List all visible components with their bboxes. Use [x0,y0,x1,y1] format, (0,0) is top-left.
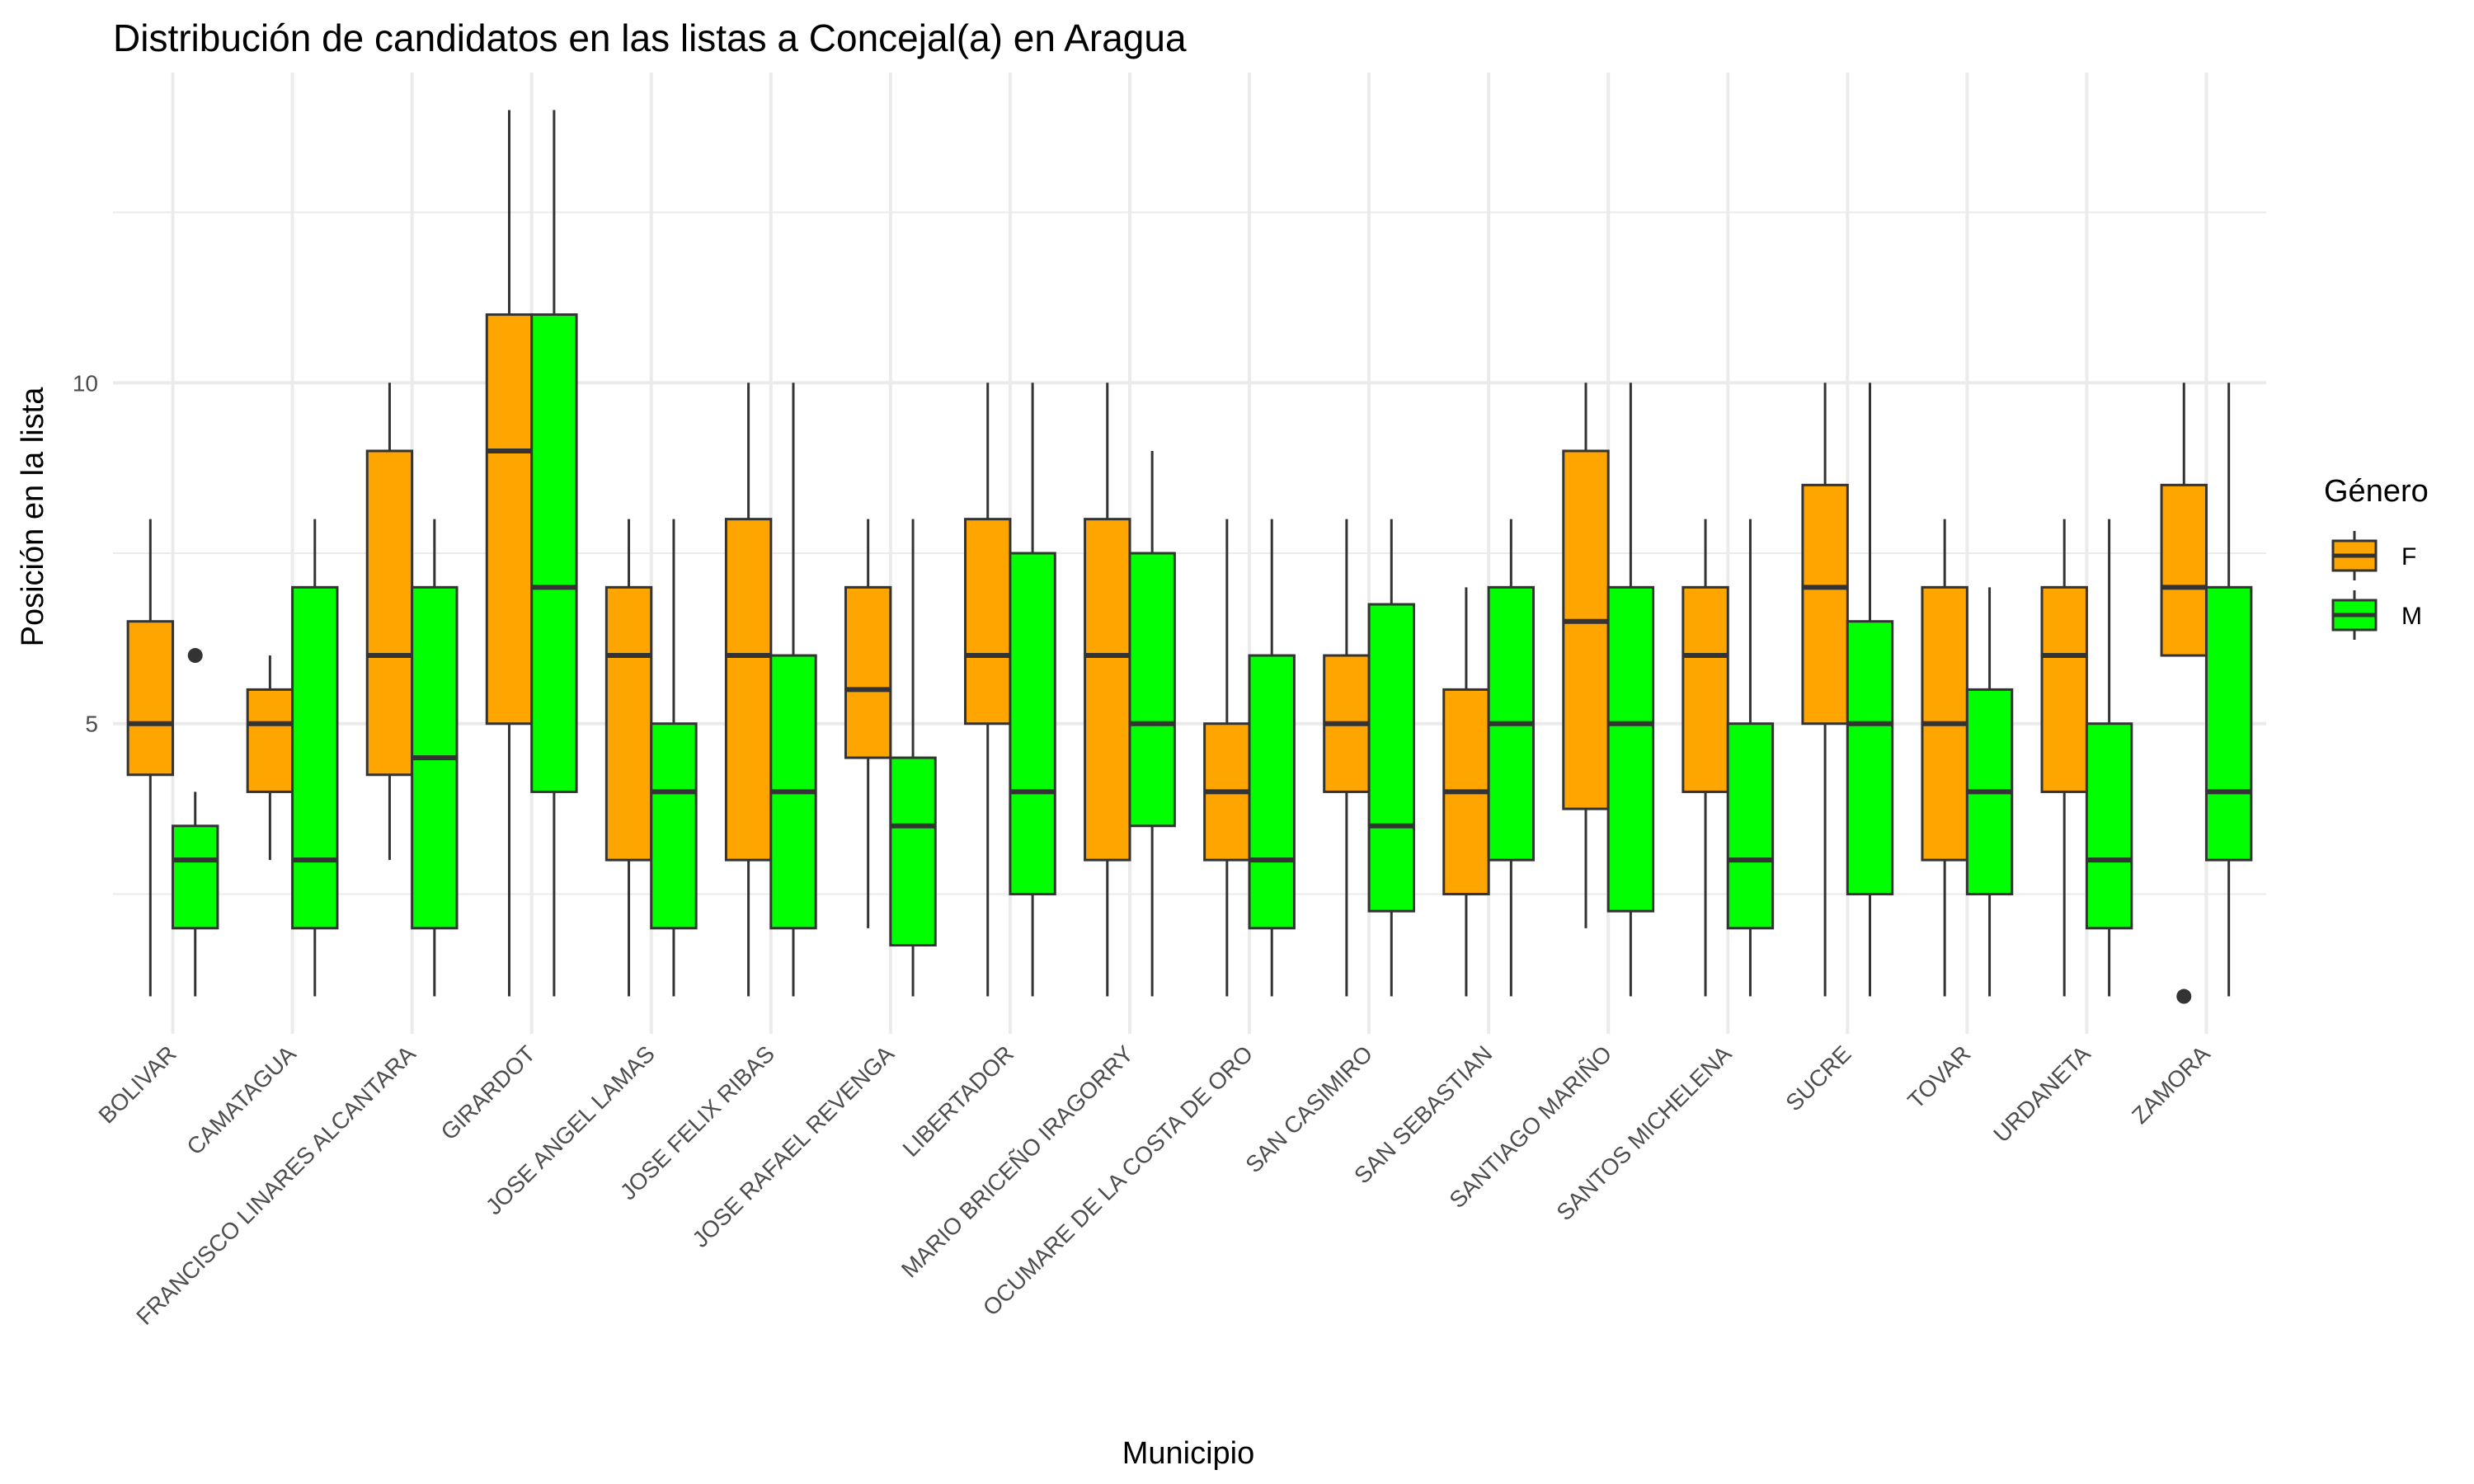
boxplot-M-0 [172,648,219,997]
boxplot-F-5 [724,383,773,997]
boxplot-M-17 [2204,383,2253,997]
iqr-box [1562,449,1610,810]
x-tick-label: FRANCISCO LINARES ALCANTARA [131,1040,421,1330]
iqr-box [2204,585,2253,862]
boxplot-M-7 [1009,383,1056,997]
iqr-box [844,585,892,759]
boxplot-F-11 [1442,587,1490,997]
iqr-box [1084,518,1131,862]
legend-entry-M: M [2331,590,2422,640]
boxplot-M-3 [530,110,578,997]
iqr-box [650,722,698,930]
x-tick-label: SAN CASIMIRO [1240,1040,1377,1177]
legend: Género FM [2324,474,2429,640]
iqr-box [1801,483,1849,726]
boxplot-F-13 [1681,519,1729,997]
iqr-box [485,313,534,726]
x-tick-label: URDANETA [1988,1040,2095,1148]
iqr-box [2040,585,2088,793]
legend-label: M [2401,603,2422,630]
iqr-box [1606,585,1655,913]
boxplot-F-14 [1801,383,1849,997]
boxplot-M-4 [650,519,698,997]
boxplot-F-12 [1562,383,1610,928]
iqr-box [365,449,414,777]
boxplot-M-1 [291,519,339,997]
x-tick-label: TOVAR [1903,1040,1975,1113]
outlier-point [187,648,203,664]
boxplot-M-11 [1487,519,1536,997]
legend-entry-F: F [2331,531,2416,580]
iqr-box [1726,722,1775,930]
boxplot-F-17 [2160,383,2208,1004]
boxplot-M-12 [1606,383,1655,997]
iqr-box [2085,722,2133,930]
y-axis-ticks: 5 10 [73,370,98,736]
boxplot-M-6 [889,519,937,997]
boxplot-M-13 [1726,519,1775,997]
y-axis-title: Posición en la lista [16,387,50,647]
boxplot-M-2 [411,519,459,997]
iqr-box [246,688,294,793]
boxplot-F-15 [1921,519,1968,997]
x-tick-label: SUCRE [1780,1040,1856,1115]
iqr-box [1248,654,1296,930]
boxplot-M-16 [2085,519,2133,997]
x-tick-label: LIBERTADOR [898,1040,1019,1162]
boxplot-M-10 [1367,519,1415,997]
boxplot-F-0 [126,519,175,997]
boxplot-F-9 [1203,519,1251,997]
x-tick-label: ZAMORA [2127,1040,2215,1129]
boxplot-F-8 [1084,383,1131,997]
legend-title: Género [2324,474,2429,509]
x-tick-label: JOSE RAFAEL REVENGA [687,1040,899,1252]
boxplot-M-15 [1965,587,2014,997]
y-tick-label: 5 [85,711,98,737]
iqr-box [530,313,578,793]
boxplot-M-8 [1128,450,1176,997]
iqr-box [889,756,937,946]
iqr-box [1128,552,1176,828]
iqr-box [291,585,339,930]
legend-entries: FM [2331,531,2422,640]
iqr-box [1846,620,1894,895]
boxplot-M-14 [1846,383,1894,997]
boxplot-F-4 [604,519,653,997]
chart-title: Distribución de candidatos en las listas… [113,16,1187,59]
boxplot-F-6 [844,519,892,928]
boxplot-M-5 [769,383,817,997]
iqr-box [964,518,1012,726]
boxplot-F-16 [2040,519,2088,997]
iqr-box [172,824,219,930]
x-tick-label: MARIO BRICEÑO IRAGORRY [896,1040,1139,1283]
iqr-box [724,518,773,862]
box-layer [126,110,2253,1004]
x-tick-label: BOLIVAR [93,1040,181,1128]
iqr-box [2160,483,2208,657]
iqr-box [1367,603,1415,913]
boxplot-F-3 [485,110,534,997]
x-tick-label: CAMATAGUA [181,1040,301,1160]
boxplot-F-2 [365,383,414,861]
x-tick-label: GIRARDOT [436,1040,540,1144]
boxplot-F-10 [1323,519,1371,997]
iqr-box [1681,585,1729,793]
boxplot-M-9 [1248,519,1296,997]
iqr-box [1009,552,1056,895]
iqr-box [604,585,653,862]
boxplot-F-7 [964,383,1012,997]
x-axis-title: Municipio [1122,1436,1255,1471]
boxplot-F-1 [246,655,294,861]
x-tick-label: OCUMARE DE LA COSTA DE ORO [978,1040,1258,1320]
legend-label: F [2401,543,2416,571]
iqr-box [126,620,175,777]
outlier-point [2176,989,2192,1004]
y-tick-label: 10 [73,370,98,396]
